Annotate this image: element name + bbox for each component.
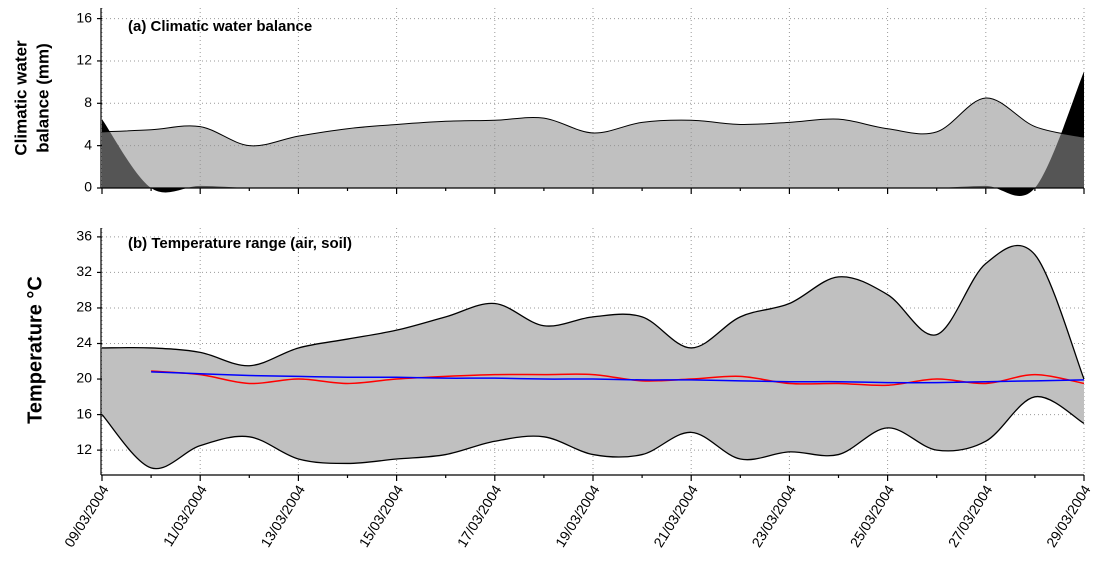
y-tick-label: 12 xyxy=(76,441,92,457)
x-tick-label: 09/03/2004 xyxy=(61,482,112,550)
y-axis-label: Temperature °C xyxy=(24,276,46,424)
panel-a-title: (a) Climatic water balance xyxy=(128,18,312,35)
band-upper xyxy=(101,244,1085,380)
panel: 12 16 20 24 28 32 36 09/03/2004 11/03/2004 13/03/… xyxy=(61,228,1094,550)
y-tick-label: 36 xyxy=(76,228,92,244)
y-tick-label: 12 xyxy=(76,52,92,68)
y-tick-label: 28 xyxy=(76,299,92,315)
x-tick-label: 13/03/2004 xyxy=(257,482,308,550)
y-tick-label: 4 xyxy=(84,136,92,152)
x-tick-label: 11/03/2004 xyxy=(160,482,210,549)
line xyxy=(151,371,1085,384)
y-tick-label: 16 xyxy=(76,405,92,421)
band xyxy=(102,245,1084,469)
y-tick-label: 24 xyxy=(76,334,92,350)
y-tick-label: 16 xyxy=(76,9,92,25)
y-tick-label: 8 xyxy=(84,94,92,110)
x-tick-label: 23/03/2004 xyxy=(748,482,799,550)
x-tick-label: 29/03/2004 xyxy=(1043,482,1094,550)
area-outline xyxy=(101,97,1085,147)
line xyxy=(151,370,1085,387)
band-lower xyxy=(101,396,1085,470)
panel-b-title: (b) Temperature range (air, soil) xyxy=(128,235,352,252)
y-tick-label: 32 xyxy=(76,263,92,279)
area xyxy=(102,97,1084,188)
y-tick-label: 20 xyxy=(76,370,92,386)
x-tick-label: 25/03/2004 xyxy=(847,482,898,550)
x-tick-label: 15/03/2004 xyxy=(356,482,407,550)
x-tick-label: 17/03/2004 xyxy=(454,482,505,550)
x-tick-label: 19/03/2004 xyxy=(552,482,603,550)
panel: 0 4 8 12 16 xyxy=(76,8,1085,196)
x-tick-label: 21/03/2004 xyxy=(650,482,701,550)
y-axis-label: balance (mm) xyxy=(33,43,52,153)
x-tick-label: 27/03/2004 xyxy=(945,482,996,550)
y-axis-label: Climatic water xyxy=(11,40,30,156)
y-tick-label: 0 xyxy=(84,179,92,195)
